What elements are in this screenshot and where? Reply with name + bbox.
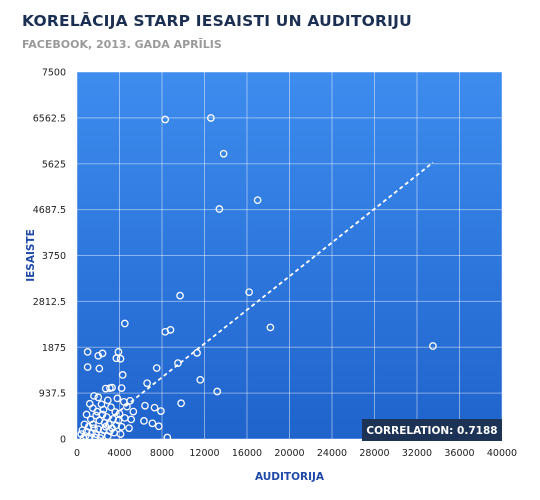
data-point xyxy=(79,434,88,442)
data-point xyxy=(125,424,133,433)
data-point xyxy=(117,384,126,392)
chart-title: KORELĀCIJA STARP IESAISTI UN AUDITORIJU xyxy=(22,12,412,30)
data-point xyxy=(91,433,99,442)
data-point xyxy=(152,364,161,372)
y-tick-label: 7500 xyxy=(42,68,66,79)
x-tick-label: 0 xyxy=(74,448,80,459)
trendline xyxy=(108,161,434,421)
data-point xyxy=(213,387,222,396)
data-point xyxy=(148,419,157,428)
data-point xyxy=(140,417,148,425)
x-axis-ticks: 0 4000 8000 12000 16000 20000 24000 28000 32000 3… xyxy=(74,448,517,459)
x-tick-label: 28000 xyxy=(359,448,389,459)
data-point xyxy=(215,205,224,213)
y-tick-label: 0 xyxy=(60,435,66,446)
gridlines xyxy=(76,71,503,440)
data-point xyxy=(118,371,127,379)
data-point xyxy=(129,407,138,416)
y-tick-label: 2812.5 xyxy=(33,297,66,308)
y-axis-title: IESAISTE xyxy=(25,229,37,282)
data-point xyxy=(107,403,115,412)
y-tick-label: 6562.5 xyxy=(33,113,66,124)
data-point xyxy=(113,394,122,403)
chart-subtitle: FACEBOOK, 2013. GADA APRĪLIS xyxy=(22,38,222,51)
correlation-label: CORRELATION: 0.7188 xyxy=(366,425,497,437)
data-point xyxy=(141,401,149,410)
y-tick-label: 4687.5 xyxy=(33,205,66,216)
x-tick-label: 12000 xyxy=(189,448,219,459)
data-point xyxy=(96,434,105,442)
data-point xyxy=(78,426,87,435)
data-point xyxy=(93,407,102,416)
data-point xyxy=(116,354,125,363)
data-point xyxy=(163,433,172,442)
data-point xyxy=(108,424,116,433)
y-tick-label: 5625 xyxy=(42,159,66,170)
data-point xyxy=(266,323,275,332)
data-point xyxy=(103,432,112,440)
data-point xyxy=(112,354,121,363)
y-axis-ticks: 0 937.5 1875 2812.5 3750 4687.5 5625 6562.5 7500 xyxy=(33,68,66,446)
data-point xyxy=(196,375,205,384)
data-point xyxy=(120,319,129,328)
data-point xyxy=(95,364,104,373)
data-point xyxy=(143,379,151,388)
plot-area xyxy=(77,72,502,439)
data-points xyxy=(77,114,437,442)
data-point xyxy=(90,392,98,400)
y-tick-label: 937.5 xyxy=(39,389,66,400)
data-point xyxy=(219,149,228,158)
data-point xyxy=(117,422,126,431)
data-point xyxy=(127,415,136,424)
data-point xyxy=(177,399,185,408)
data-point xyxy=(100,419,109,427)
data-point xyxy=(101,384,110,393)
x-tick-label: 20000 xyxy=(274,448,304,459)
x-tick-label: 16000 xyxy=(232,448,262,459)
x-tick-label: 36000 xyxy=(444,448,474,459)
x-tick-label: 32000 xyxy=(402,448,432,459)
data-point xyxy=(157,407,165,415)
x-tick-label: 8000 xyxy=(150,448,174,459)
data-point xyxy=(77,430,86,438)
data-point xyxy=(94,393,103,402)
data-point xyxy=(83,363,92,371)
x-tick-label: 40000 xyxy=(487,448,517,459)
data-point xyxy=(253,196,262,205)
data-point xyxy=(154,422,163,431)
data-point xyxy=(123,402,131,411)
data-point xyxy=(82,410,91,419)
data-point xyxy=(150,403,159,412)
data-point xyxy=(83,348,92,356)
data-point xyxy=(114,416,123,425)
x-tick-label: 24000 xyxy=(317,448,347,459)
data-point xyxy=(429,342,437,350)
data-point xyxy=(161,327,170,336)
data-point xyxy=(106,384,114,392)
data-point xyxy=(89,420,97,429)
data-point xyxy=(94,351,103,360)
data-point xyxy=(92,430,100,438)
y-tick-label: 3750 xyxy=(42,251,66,262)
data-point xyxy=(116,430,125,438)
x-tick-label: 4000 xyxy=(107,448,131,459)
data-point xyxy=(176,291,184,300)
data-point xyxy=(245,288,253,297)
data-point xyxy=(161,115,170,124)
y-tick-label: 1875 xyxy=(42,343,66,354)
data-point xyxy=(81,432,90,440)
data-point xyxy=(103,396,112,405)
correlation-badge xyxy=(362,419,502,441)
x-axis-title: AUDITORIJA xyxy=(255,471,325,483)
data-point xyxy=(207,114,215,122)
